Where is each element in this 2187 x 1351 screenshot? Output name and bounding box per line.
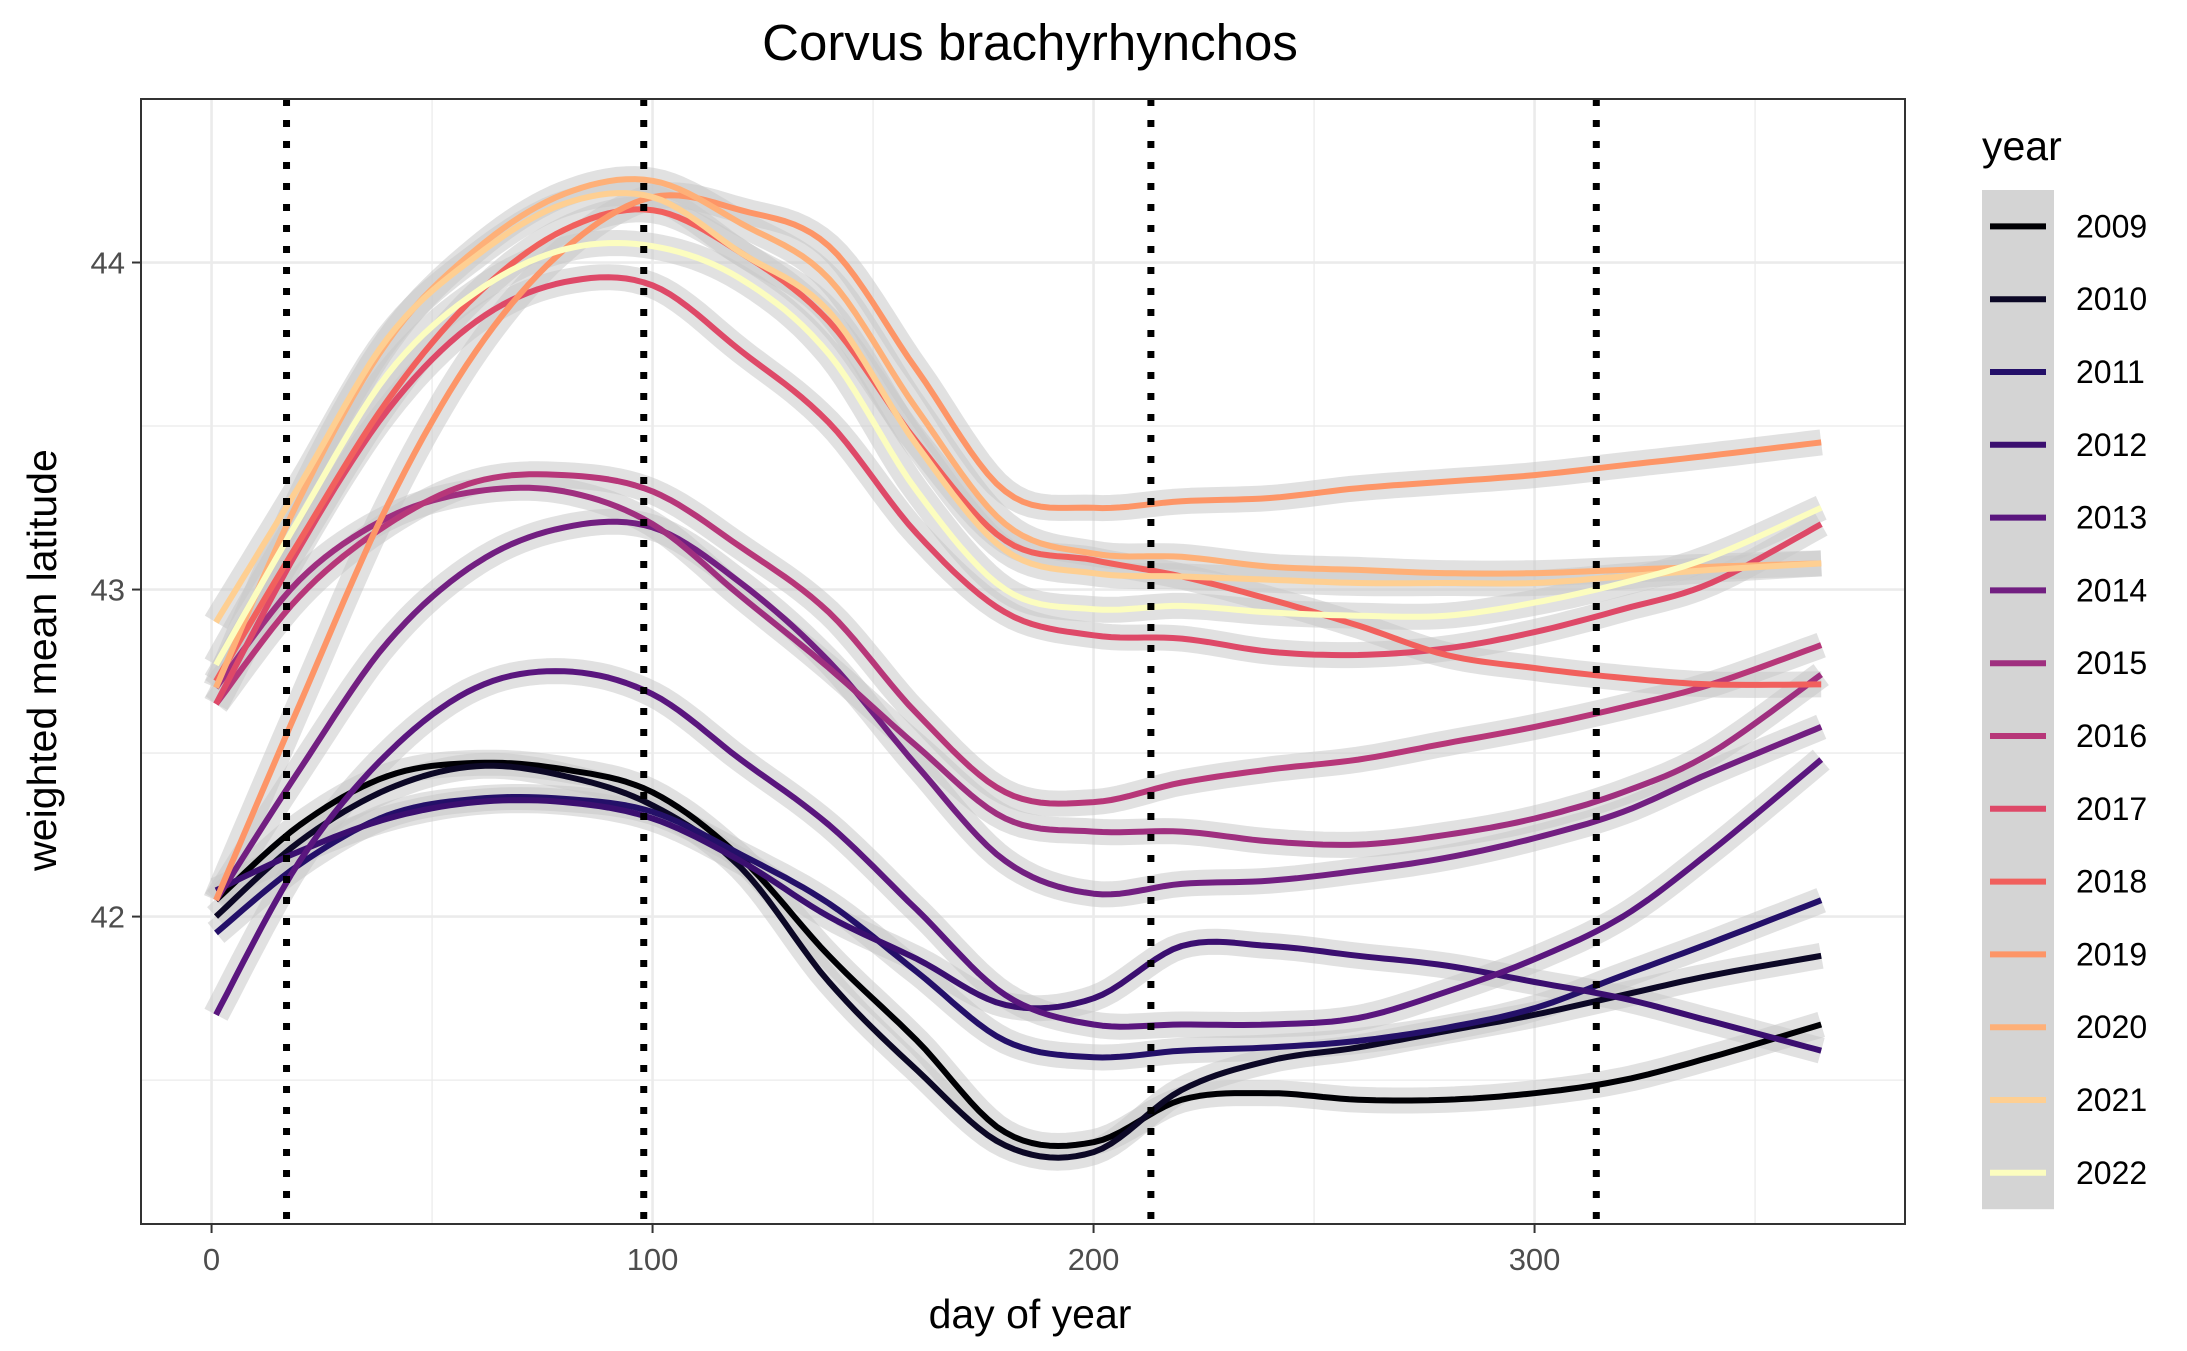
legend-label: 2012 [2076, 427, 2147, 463]
y-tick-label: 42 [91, 900, 125, 935]
legend-label: 2014 [2076, 572, 2147, 608]
legend-key-background [1982, 190, 2054, 1210]
legend: year 2009 2010 2011 2012 2013 2014 2015 2016 201… [1982, 123, 2147, 1210]
legend-items: 2009 2010 2011 2012 2013 2014 2015 2016 2017 2018… [1990, 208, 2147, 1191]
series-line-2021 [213, 190, 1822, 624]
series-line-2011 [214, 794, 1823, 1061]
y-axis-title: weighted mean latitude [19, 449, 65, 872]
series-line-2012 [214, 797, 1822, 1054]
legend-label: 2020 [2076, 1009, 2147, 1045]
legend-label: 2011 [2076, 354, 2145, 390]
legend-label: 2022 [2076, 1155, 2147, 1191]
series-line-2014 [213, 518, 1823, 902]
legend-label: 2021 [2076, 1082, 2147, 1118]
series-line-2019 [213, 192, 1822, 902]
legend-label: 2009 [2076, 208, 2147, 244]
x-axis-title: day of year [929, 1291, 1132, 1337]
x-tick-label: 0 [203, 1242, 220, 1277]
legend-title: year [1982, 123, 2062, 169]
series-line-2022 [213, 240, 1823, 667]
series-line-2015 [213, 484, 1823, 848]
legend-label: 2010 [2076, 281, 2147, 317]
legend-label: 2015 [2076, 645, 2147, 681]
series-line-2016 [213, 471, 1823, 807]
legend-label: 2013 [2076, 500, 2147, 536]
x-axis: 0 100 200 300 [203, 1224, 1560, 1277]
y-tick-label: 43 [91, 573, 125, 608]
chart-title: Corvus brachyrhynchos [762, 14, 1298, 71]
x-tick-label: 200 [1068, 1242, 1120, 1277]
plot-border [140, 98, 1906, 1225]
plot-area [140, 98, 1906, 1225]
series-line-2013 [213, 668, 1824, 1030]
x-tick-label: 300 [1509, 1242, 1561, 1277]
series-line-2009 [213, 759, 1823, 1149]
series-line-2010 [213, 762, 1822, 1161]
series-line-2017 [213, 274, 1823, 706]
x-tick-label: 100 [627, 1242, 679, 1277]
y-axis: 42 43 44 [91, 246, 141, 935]
series-line-2020 [213, 176, 1822, 689]
legend-label: 2016 [2076, 718, 2147, 754]
legend-label: 2017 [2076, 791, 2147, 827]
series-lines [213, 176, 1824, 1161]
legend-label: 2019 [2076, 936, 2147, 972]
y-tick-label: 44 [91, 246, 125, 281]
legend-label: 2018 [2076, 864, 2147, 900]
